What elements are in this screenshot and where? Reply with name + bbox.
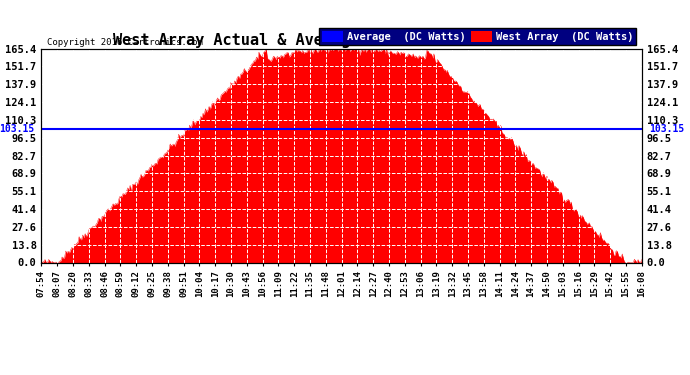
Text: Copyright 2016 Cartronics.com: Copyright 2016 Cartronics.com	[48, 38, 204, 46]
Legend: Average  (DC Watts), West Array  (DC Watts): Average (DC Watts), West Array (DC Watts…	[319, 28, 636, 45]
Text: 103.15: 103.15	[649, 124, 684, 134]
Title: West Array Actual & Average Power Tue Jan 12 16:13: West Array Actual & Average Power Tue Ja…	[113, 33, 570, 48]
Text: 103.15: 103.15	[0, 124, 34, 134]
